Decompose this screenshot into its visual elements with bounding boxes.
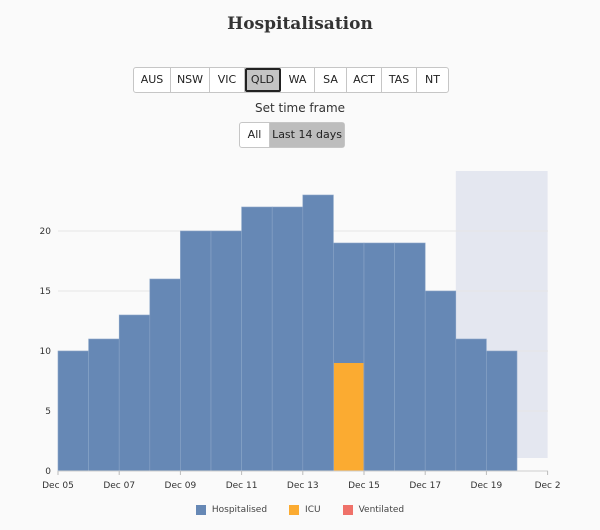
bar-hospitalised-dec-18: [455, 338, 487, 472]
bar-hospitalised-dec-05: [57, 350, 89, 472]
x-tick-label-8: Dec 2: [535, 481, 561, 490]
hospitalisation-chart: 0 5 10 15 20 Dec 05 Dec 07 Dec 09 Dec 11 Dec 13 De…: [40, 171, 561, 490]
state-button-sa[interactable]: SA: [315, 68, 347, 92]
state-button-aus[interactable]: AUS: [134, 68, 171, 92]
timeframe-selector: All Last 14 days: [239, 122, 345, 148]
state-button-nsw[interactable]: NSW: [171, 68, 210, 92]
state-button-vic[interactable]: VIC: [210, 68, 245, 92]
legend-item-icu[interactable]: ICU: [289, 505, 321, 515]
x-tick-label-2: Dec 09: [165, 481, 197, 490]
bar-hospitalised-dec-10: [210, 230, 242, 472]
y-tick-label-10: 10: [40, 347, 52, 357]
bar-hospitalised-dec-15: [363, 242, 395, 472]
state-button-qld[interactable]: QLD: [245, 68, 281, 92]
state-button-nt[interactable]: NT: [425, 73, 440, 86]
state-button-wa[interactable]: WA: [281, 68, 315, 92]
state-button-tas[interactable]: TAS: [382, 68, 417, 92]
bar-icu-dec-14: [333, 363, 364, 471]
x-tick-label-5: Dec 15: [348, 481, 380, 490]
legend-item-hospitalised[interactable]: Hospitalised: [195, 505, 268, 515]
bar-hospitalised-dec-11: [241, 206, 273, 472]
legend-swatch-hospitalised: [195, 505, 206, 515]
x-tick-label-0: Dec 05: [42, 481, 74, 490]
x-tick-label-7: Dec 19: [471, 481, 503, 490]
legend-item-ventilated[interactable]: Ventilated: [342, 505, 405, 515]
timeframe-label: Set time frame: [254, 101, 346, 115]
bar-hospitalised-dec-19: [486, 350, 518, 472]
state-button-act[interactable]: ACT: [347, 68, 382, 92]
bar-hospitalised-dec-07: [118, 314, 151, 472]
chart-legend: Hospitalised ICU Ventilated: [0, 505, 600, 515]
timeframe-last-14-days-button[interactable]: Last 14 days: [270, 123, 344, 147]
x-tick-label-3: Dec 11: [226, 481, 258, 490]
bar-hospitalised-dec-09: [180, 230, 212, 472]
x-tick-label-1: Dec 07: [103, 481, 135, 490]
chart-title: Hospitalisation: [227, 14, 373, 34]
legend-swatch-ventilated: [342, 505, 353, 515]
timeframe-all-button[interactable]: All: [240, 123, 270, 147]
y-tick-label-20: 20: [40, 227, 52, 237]
bar-hospitalised-dec-13: [302, 194, 334, 472]
y-tick-label-15: 15: [40, 287, 51, 297]
bar-hospitalised-dec-17: [424, 290, 457, 472]
legend-label-ventilated: Ventilated: [358, 505, 405, 515]
bar-hospitalised-dec-06: [88, 338, 120, 472]
legend-swatch-icu: [289, 505, 300, 515]
state-selector: AUS NSW VIC QLD WA SA ACT TAS NT: [133, 67, 449, 93]
x-tick-label-4: Dec 13: [287, 481, 319, 490]
bar-hospitalised-dec-08: [149, 278, 181, 472]
x-tick-label-6: Dec 17: [409, 481, 441, 490]
legend-label-hospitalised: Hospitalised: [211, 505, 268, 515]
y-tick-label-5: 5: [45, 407, 51, 417]
bar-hospitalised-dec-12: [271, 206, 304, 472]
y-tick-label-0: 0: [45, 467, 51, 477]
legend-label-icu: ICU: [305, 505, 321, 515]
bar-hospitalised-dec-16: [394, 242, 426, 472]
